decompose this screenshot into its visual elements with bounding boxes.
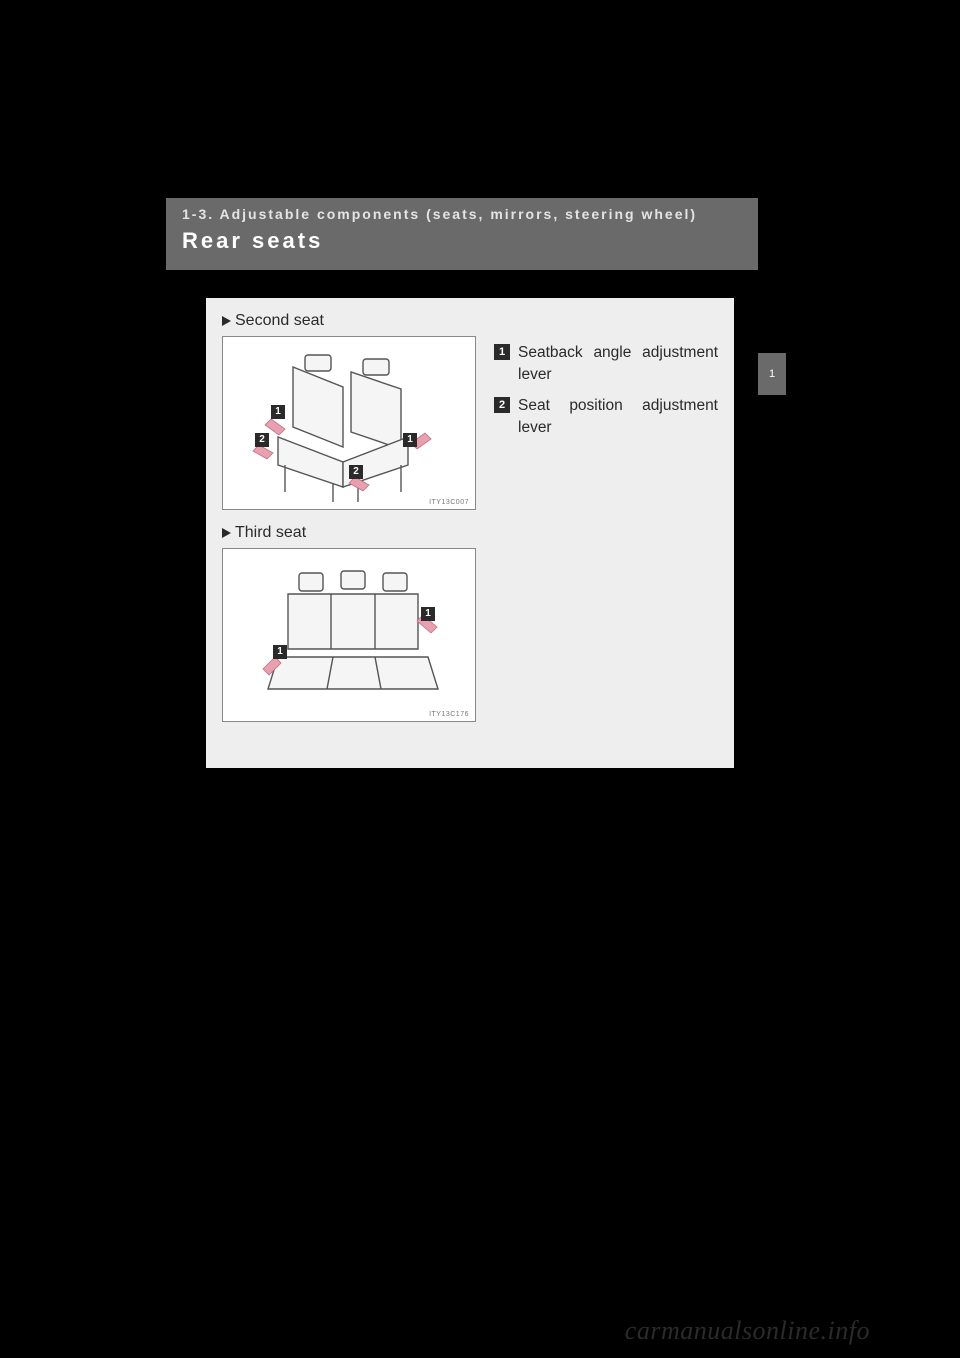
legend-text: Seatback angle adjustment lever — [518, 342, 718, 385]
third-seat-heading: Third seat — [222, 524, 476, 542]
section-number: 1-3. Adjustable components (seats, mirro… — [182, 206, 742, 222]
callout-marker: 1 — [271, 405, 285, 419]
figures-column: Second seat — [222, 312, 476, 736]
callout-marker: 2 — [349, 465, 363, 479]
section-header: 1-3. Adjustable components (seats, mirro… — [166, 198, 758, 270]
figure-code: ITY13C007 — [429, 499, 469, 506]
watermark: carmanualsonline.info — [625, 1316, 870, 1346]
legend-item: 2 Seat position adjustment lever — [494, 395, 718, 438]
legend-marker: 1 — [494, 344, 510, 360]
third-seat-label: Third seat — [235, 524, 306, 542]
third-seat-figure: 1 1 ITY13C176 — [222, 548, 476, 722]
legend-marker: 2 — [494, 397, 510, 413]
legend-text: Seat position adjustment lever — [518, 395, 718, 438]
second-seat-illustration — [223, 337, 477, 511]
legend-item: 1 Seatback angle adjustment lever — [494, 342, 718, 385]
section-title: Rear seats — [182, 228, 742, 254]
callout-marker: 2 — [255, 433, 269, 447]
legend-column: 1 Seatback angle adjustment lever 2 Seat… — [494, 312, 718, 736]
second-seat-label: Second seat — [235, 312, 324, 330]
chapter-tab: 1 — [758, 353, 786, 395]
content-panel: Second seat — [206, 298, 734, 768]
triangle-icon — [222, 528, 231, 538]
second-seat-figure: 1 2 1 2 ITY13C007 — [222, 336, 476, 510]
callout-marker: 1 — [273, 645, 287, 659]
callout-marker: 1 — [421, 607, 435, 621]
third-seat-illustration — [223, 549, 477, 723]
second-seat-heading: Second seat — [222, 312, 476, 330]
figure-code: ITY13C176 — [429, 711, 469, 718]
triangle-icon — [222, 316, 231, 326]
callout-marker: 1 — [403, 433, 417, 447]
